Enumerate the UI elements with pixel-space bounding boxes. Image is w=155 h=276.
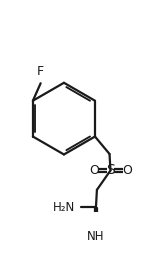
Text: O: O [122, 164, 132, 177]
Text: O: O [89, 164, 99, 177]
Text: F: F [37, 65, 44, 78]
Text: H₂N: H₂N [53, 201, 76, 214]
Text: S: S [106, 163, 115, 177]
Text: NH: NH [87, 230, 105, 243]
